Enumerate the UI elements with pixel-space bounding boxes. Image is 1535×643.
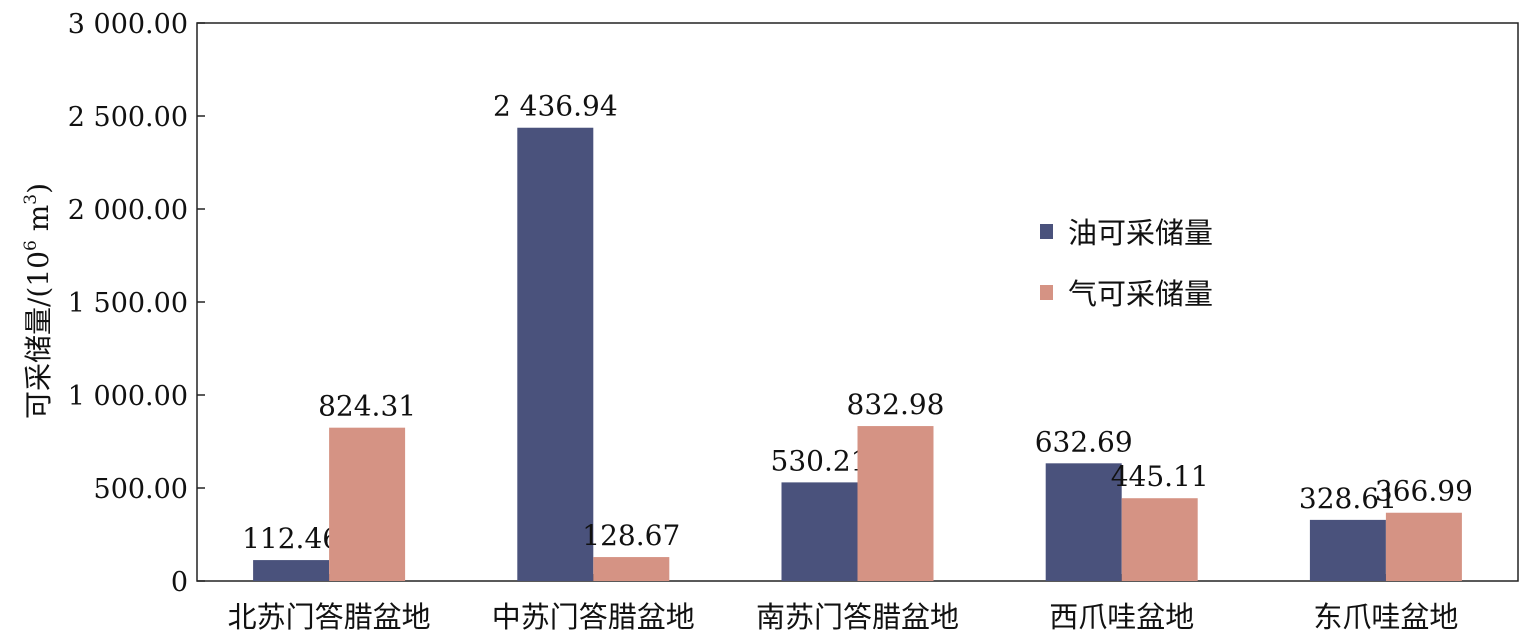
legend-label: 油可采储量 — [1068, 216, 1213, 250]
bar-value-label: 530.21 — [771, 444, 869, 477]
bar-gas — [857, 426, 934, 581]
y-tick-label: 500.00 — [94, 474, 188, 505]
bar-oil — [781, 482, 858, 581]
bar-oil — [517, 127, 594, 581]
bar-oil — [1309, 519, 1386, 581]
y-axis-label-close: ) — [22, 183, 55, 194]
bar-value-label: 824.31 — [318, 390, 416, 423]
bar-value-label: 366.99 — [1375, 475, 1473, 508]
x-category-label: 中苏门答腊盆地 — [492, 600, 695, 634]
bar-value-label: 2 436.94 — [493, 90, 618, 123]
y-tick-label: 0 — [171, 567, 188, 598]
bar-oil — [1045, 463, 1122, 581]
y-axis-label-exp1: 6 — [21, 240, 41, 251]
y-tick-label: 2 500.00 — [68, 102, 188, 133]
y-tick-label: 1 500.00 — [68, 288, 188, 319]
y-axis-label-exp2: 3 — [21, 194, 41, 205]
x-category-label: 南苏门答腊盆地 — [756, 600, 959, 634]
y-axis-label-unit: m — [22, 205, 55, 240]
bar-value-label: 328.61 — [1299, 482, 1397, 515]
bar-gas — [593, 557, 670, 581]
y-axis-label-main: 可采储量/(10 — [22, 251, 55, 419]
y-tick-label: 2 000.00 — [68, 195, 188, 226]
bar-gas — [1121, 498, 1198, 581]
x-category-label: 北苏门答腊盆地 — [228, 600, 431, 634]
y-tick-label: 3 000.00 — [68, 9, 188, 40]
bar-gas — [1385, 512, 1462, 581]
bar-oil — [253, 560, 330, 581]
bar-value-label: 445.11 — [1111, 460, 1209, 493]
bar-value-label: 128.67 — [582, 519, 680, 552]
legend-swatch — [1040, 224, 1053, 239]
y-tick-label: 1 000.00 — [68, 381, 188, 412]
svg-text:可采储量/(106 m3): 可采储量/(106 m3) — [21, 183, 55, 419]
legend-label: 气可采储量 — [1068, 277, 1213, 311]
bar-value-label: 632.69 — [1035, 425, 1133, 458]
legend-swatch — [1040, 285, 1053, 300]
x-category-label: 东爪哇盆地 — [1313, 600, 1458, 634]
y-axis-label: 可采储量/(106 m3) — [21, 183, 55, 419]
bar-gas — [329, 427, 406, 581]
bar-value-label: 832.98 — [847, 388, 945, 421]
bar-value-label: 112.46 — [242, 522, 340, 555]
x-category-label: 西爪哇盆地 — [1049, 600, 1194, 634]
